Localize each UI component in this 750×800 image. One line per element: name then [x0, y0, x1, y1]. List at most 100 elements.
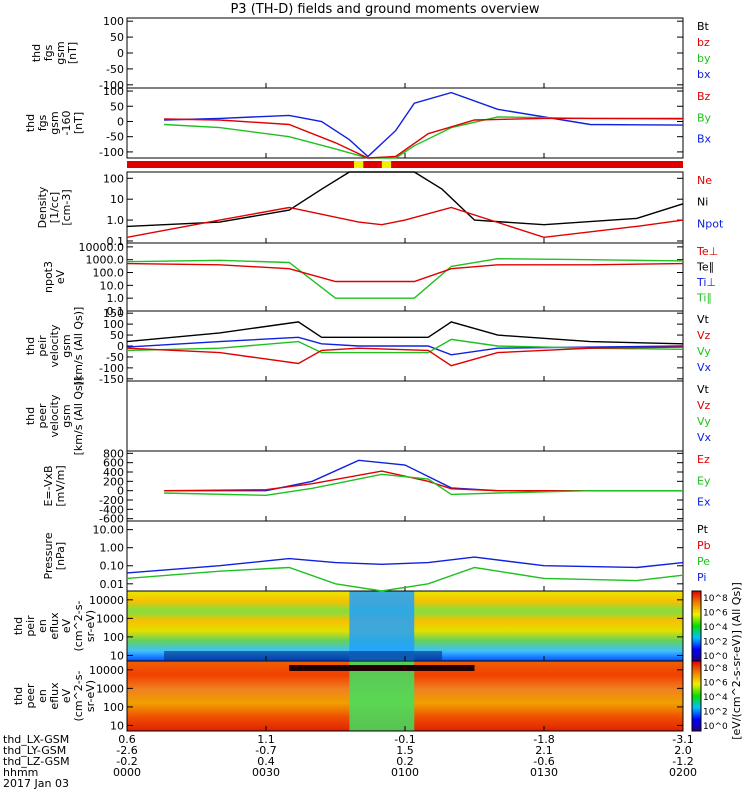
y-axis-label: thd: [24, 337, 37, 355]
y-tick-label: -100: [99, 79, 124, 92]
x-axis-value: 0.2: [396, 755, 414, 768]
xaxis-row-label-0: thd_LX-GSM: [3, 733, 69, 746]
y-tick-label: -400: [99, 503, 124, 516]
legend-entry: Pb: [697, 539, 711, 552]
y-tick-label: 600: [103, 457, 124, 470]
series-temp-Ti∥: [126, 257, 684, 299]
x-axis-value: 0200: [669, 766, 697, 779]
legend-entry: Vx: [697, 361, 712, 374]
colorbar-tick-label: 10^6: [703, 609, 728, 619]
x-axis-value: -3.1: [672, 733, 693, 746]
x-axis-value: -0.6: [533, 755, 554, 768]
y-axis-label: velocity: [48, 324, 61, 367]
y-tick-label: 50: [110, 329, 124, 342]
y-axis-label: eflux: [48, 682, 61, 710]
legend-entry: Vy: [697, 415, 711, 428]
y-axis-label: Pressure: [42, 532, 55, 579]
y-axis-label: thd: [24, 114, 37, 132]
region-status-bar: [127, 161, 683, 168]
y-axis-label: gsm: [48, 111, 61, 134]
legend-entry: Ti⊥: [696, 276, 716, 289]
y-axis-label: [nT]: [72, 112, 85, 134]
colorbar-label: [eV/(cm^2-s-sr-eV)] (All Qs)]: [730, 582, 743, 740]
y-axis-label: en: [36, 689, 49, 703]
y-axis-label: peer: [24, 683, 37, 709]
x-axis-value: 0100: [391, 766, 419, 779]
ispec-low-energy-band: [164, 651, 443, 660]
ispec-plasmasheet-feature: [349, 591, 415, 661]
x-axis-value: 0130: [530, 766, 558, 779]
fgs-frame: [126, 17, 684, 89]
y-axis-label: (cm^2-s-: [72, 671, 85, 722]
y-tick-label: -150: [99, 373, 124, 386]
colorbars: 10^8 10^6 10^4 10^2 10^0 10^8 10^6 10^4 10^2 10^0…: [691, 582, 743, 740]
panel-evel: thd peer velocity gsm [km/s (All Qs)] Vt Vz Vy V…: [24, 377, 712, 456]
colorbar-tick-label: 10^2: [703, 708, 728, 718]
y-axis-label: [nPa]: [54, 542, 67, 570]
y-tick-label: 10: [110, 649, 124, 662]
series-pressure-Pe: [126, 566, 684, 592]
y-tick-label: 50: [110, 31, 124, 44]
y-tick-label: 100: [103, 701, 124, 714]
y-axis-label: Density: [36, 186, 49, 228]
x-axis-value: 2.0: [674, 744, 692, 757]
y-axis-label: npot3: [42, 261, 55, 293]
y-tick-label: 100: [103, 85, 124, 98]
xaxis-row-label-2: thd_LZ-GSM: [3, 755, 70, 768]
series-ivel-Vt: [126, 321, 684, 345]
x-axis-value: 2.1: [535, 744, 553, 757]
y-tick-label: 10000: [89, 594, 124, 607]
series-ivel-Vy: [126, 338, 684, 354]
y-tick-label: 10.0: [100, 279, 125, 292]
legend-entry: Pi: [697, 571, 706, 584]
y-axis-label: gsm: [54, 41, 67, 64]
x-axis-value: -0.1: [394, 733, 415, 746]
series-density-Ni: [126, 171, 684, 228]
x-axis-value: 1.5: [396, 744, 414, 757]
x-axis-value: 0.4: [257, 755, 275, 768]
y-tick-label: 100: [103, 15, 124, 28]
panel-pressure: 10.00 1.00 0.10 0.01 Pressure [nPa] Pt Pb Pe Pi: [42, 520, 711, 592]
colorbar: [691, 590, 702, 662]
y-tick-label: -100: [99, 146, 124, 159]
status-bar-yellow: [381, 161, 392, 168]
series-fgs_dsl-Bz: [164, 117, 683, 159]
xaxis-date: 2017 Jan 03: [3, 777, 69, 790]
series-efield-Ey: [164, 473, 683, 497]
y-tick-label: 1.0: [107, 292, 125, 305]
xaxis-row-label-1: thd_LY-GSM: [3, 744, 66, 757]
x-axis-block: thd_LX-GSM thd_LY-GSM thd_LZ-GSM hhmm 20…: [3, 733, 70, 790]
y-tick-label: 1000.0: [86, 254, 125, 267]
y-tick-label: 10000: [89, 664, 124, 677]
colorbar-tick-label: 10^6: [703, 679, 728, 689]
legend-entry: Pt: [697, 523, 709, 536]
colorbar-tick-label: 10^2: [703, 638, 728, 648]
y-axis-label: eV: [60, 688, 73, 703]
legend-entry: Vt: [697, 313, 710, 326]
x-axis-value: -2.6: [116, 744, 137, 757]
y-axis-label: [km/s (All Qs)]: [72, 377, 85, 456]
y-tick-label: 1.00: [100, 542, 125, 555]
series-density-Ne: [126, 206, 684, 239]
x-axis-value: 0030: [252, 766, 280, 779]
efield-frame: [126, 450, 684, 522]
y-axis-label: -160: [60, 111, 73, 136]
y-axis-label: thd: [12, 687, 25, 705]
y-tick-label: 100: [103, 318, 124, 331]
y-axis-label: gsm: [60, 334, 73, 357]
series-fgs_dsl-By: [164, 116, 684, 159]
y-axis-label: fgs: [42, 44, 55, 61]
series-efield-Ex: [164, 459, 683, 492]
legend-entry: Ex: [697, 496, 711, 509]
legend-entry: Te∥: [696, 261, 714, 274]
y-axis-label: peir: [24, 615, 37, 637]
espec-plasmasheet-feature: [349, 661, 415, 731]
legend-entry: Ey: [697, 474, 711, 487]
colorbar: [691, 660, 702, 732]
legend-entry: by: [697, 52, 711, 65]
fgs_dsl-frame: [126, 87, 684, 159]
y-tick-label: 0.10: [100, 560, 125, 573]
y-tick-label: 150: [103, 307, 124, 320]
